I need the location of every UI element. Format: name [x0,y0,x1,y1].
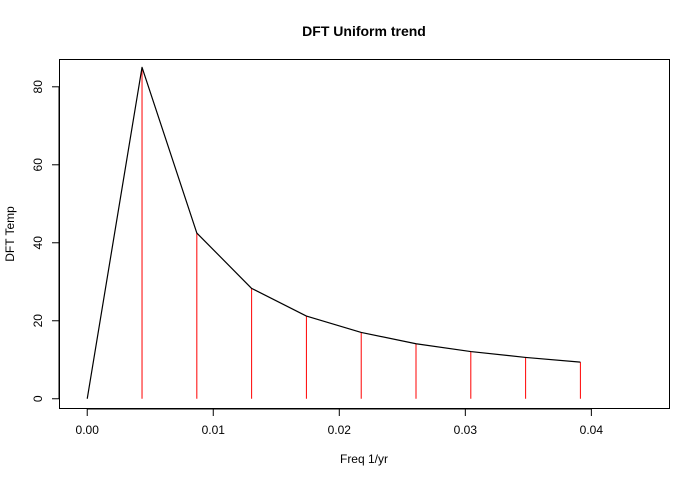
y-axis-label: DFT Temp [3,206,17,262]
line-path [86,66,581,399]
x-tick-label: 0.04 [580,423,604,437]
x-tick-label: 0.00 [76,423,100,437]
y-tick-label: 20 [31,314,45,328]
y-axis: 0 20 40 60 80 [31,80,60,402]
plot-area [59,59,670,409]
chart-title: DFT Uniform trend [302,23,426,39]
y-tick-label: 0 [31,395,45,402]
x-tick-label: 0.01 [202,423,226,437]
x-tick-label: 0.02 [328,423,352,437]
y-tick-label: 60 [31,158,45,172]
spike-series [141,67,581,399]
x-axis-label: Freq 1/yr [340,452,388,466]
x-axis: 0.00 0.01 0.02 0.03 0.04 [76,408,604,437]
y-tick-label: 40 [31,236,45,250]
x-tick-label: 0.03 [454,423,478,437]
y-tick-label: 80 [31,80,45,94]
line-series [86,66,581,399]
